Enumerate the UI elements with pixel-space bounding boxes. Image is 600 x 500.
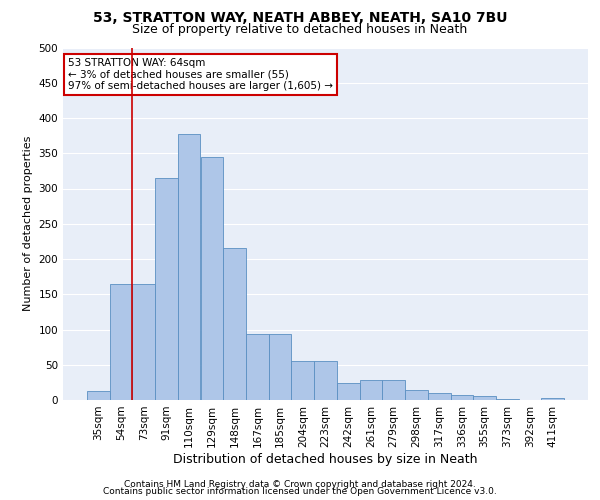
Text: Contains public sector information licensed under the Open Government Licence v3: Contains public sector information licen… — [103, 487, 497, 496]
Bar — [292, 361, 314, 400]
Bar — [382, 380, 405, 400]
Y-axis label: Number of detached properties: Number of detached properties — [23, 136, 33, 312]
Bar — [246, 334, 269, 400]
Bar — [314, 361, 337, 400]
Bar — [451, 395, 473, 400]
Bar — [473, 396, 496, 400]
Bar — [541, 398, 564, 400]
Bar — [337, 383, 359, 400]
Bar — [359, 380, 382, 400]
Text: 53 STRATTON WAY: 64sqm
← 3% of detached houses are smaller (55)
97% of semi-deta: 53 STRATTON WAY: 64sqm ← 3% of detached … — [68, 58, 333, 92]
Bar — [269, 334, 292, 400]
Bar — [133, 284, 155, 400]
Text: Contains HM Land Registry data © Crown copyright and database right 2024.: Contains HM Land Registry data © Crown c… — [124, 480, 476, 489]
Bar — [178, 134, 200, 400]
Bar — [496, 398, 518, 400]
Bar — [405, 390, 428, 400]
X-axis label: Distribution of detached houses by size in Neath: Distribution of detached houses by size … — [173, 452, 478, 466]
Text: 53, STRATTON WAY, NEATH ABBEY, NEATH, SA10 7BU: 53, STRATTON WAY, NEATH ABBEY, NEATH, SA… — [93, 12, 507, 26]
Text: Size of property relative to detached houses in Neath: Size of property relative to detached ho… — [133, 22, 467, 36]
Bar — [223, 248, 246, 400]
Bar — [155, 178, 178, 400]
Bar — [428, 393, 451, 400]
Bar — [87, 391, 110, 400]
Bar — [200, 157, 223, 400]
Bar — [110, 284, 133, 400]
